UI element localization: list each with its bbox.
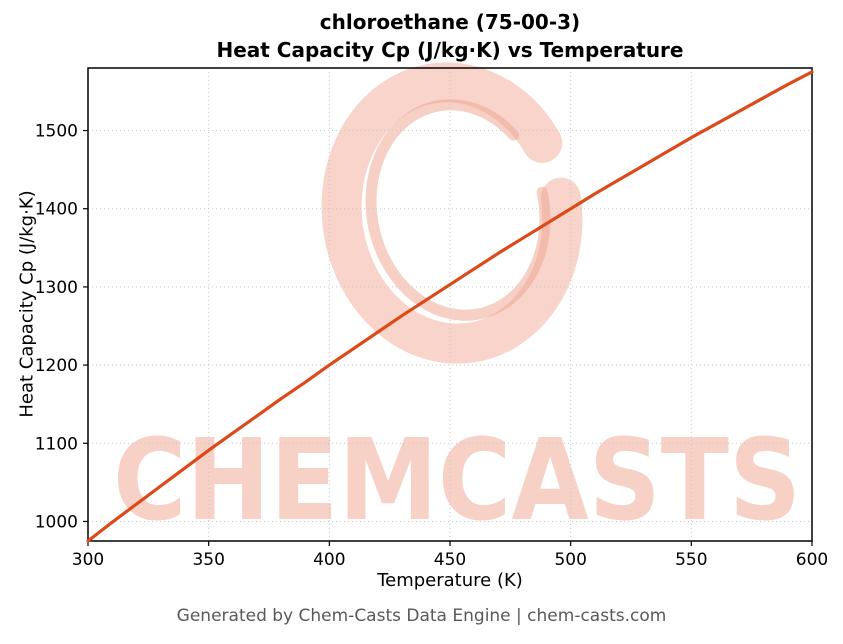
- y-tick-label: 1000: [35, 512, 78, 532]
- y-tick-label: 1500: [35, 122, 78, 142]
- x-tick-label: 600: [796, 550, 828, 570]
- chart-title-line2: Heat Capacity Cp (J/kg·K) vs Temperature: [216, 38, 684, 62]
- data-line: [86, 70, 814, 543]
- x-tick-label: 400: [313, 550, 345, 570]
- x-tick-label: 450: [434, 550, 466, 570]
- tick-labels: 300 350 400 450 500 550 600 1000 1100 1200 1300 140…: [35, 122, 828, 570]
- y-tick-label: 1200: [35, 356, 78, 376]
- chart-title: chloroethane (75-00-3) Heat Capacity Cp …: [88, 8, 812, 64]
- y-tick-label: 1300: [35, 278, 78, 298]
- x-tick-label: 300: [72, 550, 104, 570]
- x-tick-label: 500: [554, 550, 586, 570]
- y-axis-label: Heat Capacity Cp (J/kg·K): [16, 190, 38, 418]
- watermark-text: CHEMCASTS: [113, 416, 801, 546]
- footer-credit: Generated by Chem-Casts Data Engine | ch…: [176, 606, 667, 626]
- tick-marks: [83, 129, 813, 546]
- x-axis-label: Temperature (K): [377, 570, 523, 591]
- y-tick-label: 1400: [35, 200, 78, 220]
- watermark-ring-inner: [365, 99, 551, 321]
- watermark: CHEMCASTS: [113, 62, 801, 546]
- grid-lines: [87, 68, 813, 541]
- x-tick-label: 550: [675, 550, 707, 570]
- y-tick-label: 1100: [35, 434, 78, 454]
- x-tick-label: 350: [192, 550, 224, 570]
- chart-title-line1: chloroethane (75-00-3): [319, 10, 581, 34]
- watermark-ring: [321, 62, 583, 364]
